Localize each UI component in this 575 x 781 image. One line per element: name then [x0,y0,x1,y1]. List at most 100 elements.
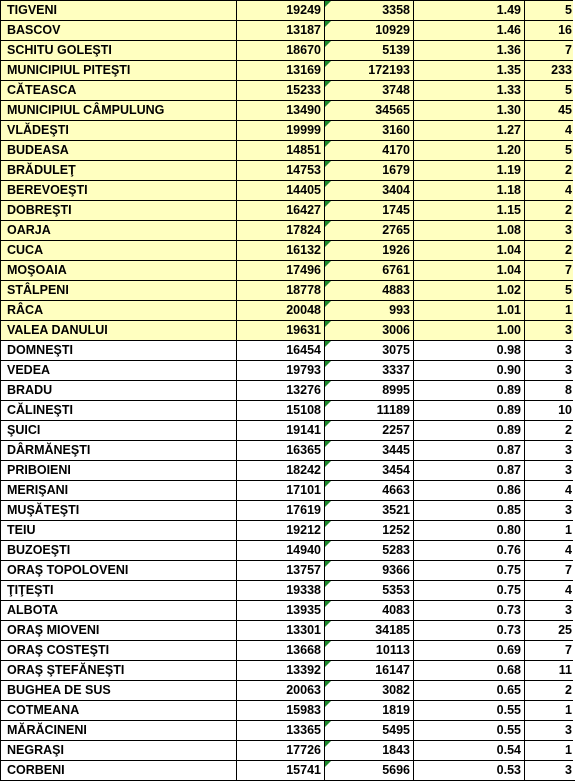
cell-value-b[interactable]: 5495 [325,721,414,741]
cell-value-a[interactable]: 13757 [237,561,325,581]
cell-value-b[interactable]: 1843 [325,741,414,761]
cell-locality-name[interactable]: OARJA [1,221,237,241]
cell-locality-name[interactable]: MUNICIPIUL PITEŞTI [1,61,237,81]
cell-value-a[interactable]: 16427 [237,201,325,221]
cell-locality-name[interactable]: MERIŞANI [1,481,237,501]
cell-locality-name[interactable]: BUDEASA [1,141,237,161]
cell-ratio[interactable]: 0.73 [414,601,525,621]
cell-value-a[interactable]: 16454 [237,341,325,361]
cell-count[interactable]: 45 [525,101,575,121]
cell-locality-name[interactable]: SCHITU GOLEŞTI [1,41,237,61]
cell-count[interactable]: 1 [525,701,575,721]
cell-count[interactable]: 2 [525,681,575,701]
cell-count[interactable]: 25 [525,621,575,641]
cell-value-a[interactable]: 19141 [237,421,325,441]
cell-count[interactable]: 233 [525,61,575,81]
cell-ratio[interactable]: 1.04 [414,241,525,261]
cell-count[interactable]: 1 [525,301,575,321]
cell-count[interactable]: 1 [525,741,575,761]
cell-value-a[interactable]: 17619 [237,501,325,521]
cell-value-b[interactable]: 4083 [325,601,414,621]
cell-value-b[interactable]: 9366 [325,561,414,581]
cell-value-b[interactable]: 3404 [325,181,414,201]
cell-value-b[interactable]: 993 [325,301,414,321]
cell-ratio[interactable]: 0.55 [414,721,525,741]
cell-count[interactable]: 3 [525,441,575,461]
cell-count[interactable]: 3 [525,341,575,361]
cell-locality-name[interactable]: CUCA [1,241,237,261]
cell-locality-name[interactable]: MĂRĂCINENI [1,721,237,741]
cell-locality-name[interactable]: CĂTEASCA [1,81,237,101]
cell-count[interactable]: 3 [525,221,575,241]
cell-locality-name[interactable]: MOŞOAIA [1,261,237,281]
cell-ratio[interactable]: 0.76 [414,541,525,561]
cell-ratio[interactable]: 0.87 [414,461,525,481]
cell-ratio[interactable]: 0.65 [414,681,525,701]
cell-count[interactable]: 3 [525,321,575,341]
cell-value-a[interactable]: 20048 [237,301,325,321]
cell-value-a[interactable]: 14405 [237,181,325,201]
cell-count[interactable]: 2 [525,241,575,261]
cell-value-b[interactable]: 1679 [325,161,414,181]
cell-value-a[interactable]: 17101 [237,481,325,501]
cell-value-a[interactable]: 18778 [237,281,325,301]
cell-ratio[interactable]: 0.89 [414,421,525,441]
cell-locality-name[interactable]: MUNICIPIUL CÂMPULUNG [1,101,237,121]
cell-value-a[interactable]: 13935 [237,601,325,621]
cell-ratio[interactable]: 1.27 [414,121,525,141]
cell-locality-name[interactable]: TEIU [1,521,237,541]
cell-ratio[interactable]: 0.89 [414,381,525,401]
cell-count[interactable]: 4 [525,541,575,561]
cell-value-b[interactable]: 6761 [325,261,414,281]
cell-locality-name[interactable]: MUŞĂTEŞTI [1,501,237,521]
cell-locality-name[interactable]: RÂCA [1,301,237,321]
cell-value-a[interactable]: 15233 [237,81,325,101]
cell-value-a[interactable]: 16365 [237,441,325,461]
cell-locality-name[interactable]: ALBOTA [1,601,237,621]
cell-locality-name[interactable]: ORAŞ MIOVENI [1,621,237,641]
cell-count[interactable]: 4 [525,581,575,601]
cell-value-a[interactable]: 18670 [237,41,325,61]
cell-locality-name[interactable]: BASCOV [1,21,237,41]
cell-value-b[interactable]: 2765 [325,221,414,241]
cell-locality-name[interactable]: ORAŞ ŞTEFĂNEŞTI [1,661,237,681]
cell-value-b[interactable]: 10113 [325,641,414,661]
cell-value-a[interactable]: 13301 [237,621,325,641]
cell-value-b[interactable]: 5139 [325,41,414,61]
cell-value-a[interactable]: 17824 [237,221,325,241]
cell-value-b[interactable]: 3160 [325,121,414,141]
cell-count[interactable]: 11 [525,661,575,681]
cell-count[interactable]: 1 [525,521,575,541]
cell-value-b[interactable]: 172193 [325,61,414,81]
cell-value-b[interactable]: 16147 [325,661,414,681]
cell-ratio[interactable]: 0.98 [414,341,525,361]
cell-value-a[interactable]: 19338 [237,581,325,601]
cell-value-b[interactable]: 10929 [325,21,414,41]
cell-count[interactable]: 2 [525,201,575,221]
cell-count[interactable]: 3 [525,721,575,741]
cell-ratio[interactable]: 1.15 [414,201,525,221]
cell-value-b[interactable]: 3082 [325,681,414,701]
cell-count[interactable]: 3 [525,501,575,521]
cell-value-a[interactable]: 19249 [237,1,325,21]
cell-value-a[interactable]: 15108 [237,401,325,421]
cell-count[interactable]: 5 [525,281,575,301]
cell-value-a[interactable]: 13187 [237,21,325,41]
cell-ratio[interactable]: 1.49 [414,1,525,21]
cell-ratio[interactable]: 1.04 [414,261,525,281]
cell-value-b[interactable]: 1819 [325,701,414,721]
cell-locality-name[interactable]: ŢIŢEŞTI [1,581,237,601]
